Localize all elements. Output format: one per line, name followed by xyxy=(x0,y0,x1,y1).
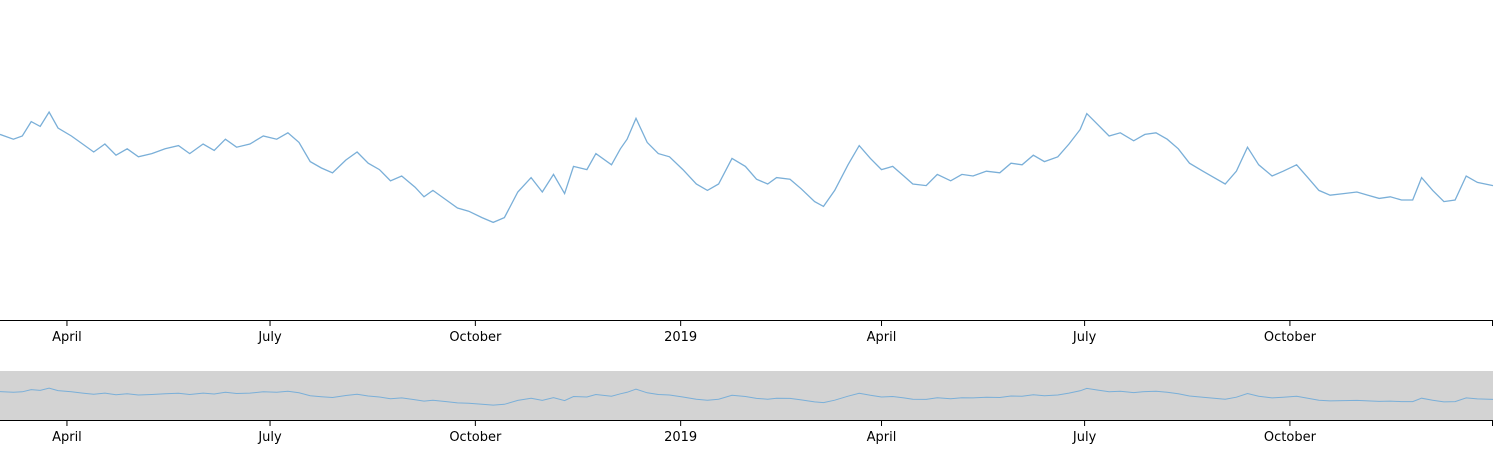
focus-tick-label: 2019 xyxy=(664,330,697,345)
context-series-line xyxy=(0,387,1494,406)
context-chart: April July October 2019 April July October xyxy=(0,371,1494,445)
focus-series-line xyxy=(0,110,1494,224)
context-tick-label: July xyxy=(1072,430,1097,445)
context-tick-label: April xyxy=(867,430,897,445)
focus-chart: April July October 2019 April July October xyxy=(0,110,1494,345)
context-tick-label: 2019 xyxy=(664,430,697,445)
focus-x-axis: April July October 2019 April July October xyxy=(0,320,1493,345)
context-tick-label: April xyxy=(52,430,82,445)
brush-selection[interactable] xyxy=(0,371,1493,420)
focus-tick-label: July xyxy=(1072,330,1097,345)
focus-tick-label: April xyxy=(52,330,82,345)
focus-tick-label: October xyxy=(449,330,502,345)
focus-tick-label: October xyxy=(1264,330,1317,345)
context-tick-label: October xyxy=(1264,430,1317,445)
focus-tick-label: July xyxy=(257,330,282,345)
context-x-axis: April July October 2019 April July October xyxy=(0,420,1493,445)
context-tick-label: October xyxy=(449,430,502,445)
context-tick-label: July xyxy=(257,430,282,445)
focus-tick-label: April xyxy=(867,330,897,345)
